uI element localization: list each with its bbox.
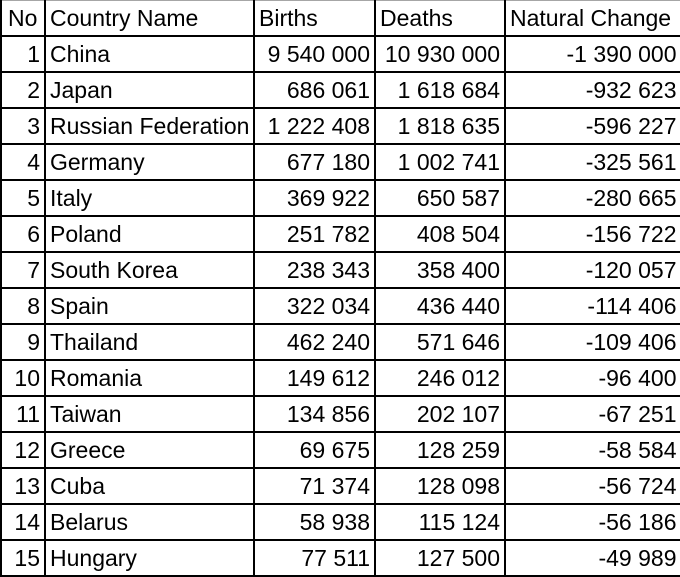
cell-no: 11: [0, 395, 46, 433]
cell-natural_change: -109 406: [504, 323, 680, 361]
table-body: 1 China 9 540 000 10 930 000 -1 390 000 2 Japa…: [0, 35, 680, 577]
table-row: 9 Thailand 462 240 571 646 -109 406: [0, 323, 680, 361]
cell-no: 10: [0, 359, 46, 397]
cell-country: Cuba: [44, 467, 255, 505]
cell-country: China: [44, 35, 255, 73]
cell-deaths: 128 259: [374, 431, 506, 469]
cell-no: 15: [0, 539, 46, 577]
table-row: 8 Spain 322 034 436 440 -114 406: [0, 287, 680, 325]
column-header-births: Births: [253, 0, 376, 37]
column-header-deaths: Deaths: [374, 0, 506, 37]
table-row: 14 Belarus 58 938 115 124 -56 186: [0, 503, 680, 541]
cell-natural_change: -58 584: [504, 431, 680, 469]
table-row: 6 Poland 251 782 408 504 -156 722: [0, 215, 680, 253]
cell-country: Germany: [44, 143, 255, 181]
cell-deaths: 115 124: [374, 503, 506, 541]
cell-births: 71 374: [253, 467, 376, 505]
header-row: No Country Name Births Deaths Natural Ch…: [0, 0, 680, 37]
table-row: 1 China 9 540 000 10 930 000 -1 390 000: [0, 35, 680, 73]
table-row: 7 South Korea 238 343 358 400 -120 057: [0, 251, 680, 289]
cell-country: Hungary: [44, 539, 255, 577]
cell-births: 686 061: [253, 71, 376, 109]
cell-country: Thailand: [44, 323, 255, 361]
cell-no: 1: [0, 35, 46, 73]
cell-natural_change: -280 665: [504, 179, 680, 217]
cell-deaths: 128 098: [374, 467, 506, 505]
cell-natural_change: -120 057: [504, 251, 680, 289]
cell-deaths: 1 818 635: [374, 107, 506, 145]
column-header-natural-change: Natural Change: [504, 0, 680, 37]
cell-country: Poland: [44, 215, 255, 253]
cell-no: 14: [0, 503, 46, 541]
cell-natural_change: -96 400: [504, 359, 680, 397]
cell-no: 2: [0, 71, 46, 109]
cell-natural_change: -114 406: [504, 287, 680, 325]
cell-country: Taiwan: [44, 395, 255, 433]
cell-natural_change: -932 623: [504, 71, 680, 109]
cell-deaths: 650 587: [374, 179, 506, 217]
cell-deaths: 202 107: [374, 395, 506, 433]
table-row: 10 Romania 149 612 246 012 -96 400: [0, 359, 680, 397]
cell-no: 5: [0, 179, 46, 217]
cell-births: 9 540 000: [253, 35, 376, 73]
cell-no: 9: [0, 323, 46, 361]
table-row: 5 Italy 369 922 650 587 -280 665: [0, 179, 680, 217]
cell-natural_change: -67 251: [504, 395, 680, 433]
cell-births: 69 675: [253, 431, 376, 469]
cell-natural_change: -596 227: [504, 107, 680, 145]
cell-no: 3: [0, 107, 46, 145]
cell-no: 6: [0, 215, 46, 253]
cell-no: 12: [0, 431, 46, 469]
cell-deaths: 358 400: [374, 251, 506, 289]
table-header: No Country Name Births Deaths Natural Ch…: [0, 0, 680, 37]
cell-deaths: 246 012: [374, 359, 506, 397]
cell-births: 462 240: [253, 323, 376, 361]
cell-country: Greece: [44, 431, 255, 469]
cell-natural_change: -1 390 000: [504, 35, 680, 73]
cell-natural_change: -56 724: [504, 467, 680, 505]
cell-births: 134 856: [253, 395, 376, 433]
cell-no: 13: [0, 467, 46, 505]
cell-no: 7: [0, 251, 46, 289]
table-row: 2 Japan 686 061 1 618 684 -932 623: [0, 71, 680, 109]
cell-country: Russian Federation: [44, 107, 255, 145]
cell-no: 8: [0, 287, 46, 325]
cell-deaths: 1 618 684: [374, 71, 506, 109]
cell-natural_change: -325 561: [504, 143, 680, 181]
cell-natural_change: -56 186: [504, 503, 680, 541]
cell-births: 369 922: [253, 179, 376, 217]
cell-deaths: 10 930 000: [374, 35, 506, 73]
cell-deaths: 1 002 741: [374, 143, 506, 181]
cell-deaths: 127 500: [374, 539, 506, 577]
table-row: 3 Russian Federation 1 222 408 1 818 635 -59…: [0, 107, 680, 145]
cell-no: 4: [0, 143, 46, 181]
cell-country: Romania: [44, 359, 255, 397]
cell-country: Italy: [44, 179, 255, 217]
table-row: 13 Cuba 71 374 128 098 -56 724: [0, 467, 680, 505]
table-row: 12 Greece 69 675 128 259 -58 584: [0, 431, 680, 469]
cell-natural_change: -156 722: [504, 215, 680, 253]
cell-natural_change: -49 989: [504, 539, 680, 577]
cell-deaths: 571 646: [374, 323, 506, 361]
cell-births: 238 343: [253, 251, 376, 289]
cell-births: 149 612: [253, 359, 376, 397]
cell-births: 1 222 408: [253, 107, 376, 145]
cell-births: 58 938: [253, 503, 376, 541]
cell-country: Spain: [44, 287, 255, 325]
cell-country: Belarus: [44, 503, 255, 541]
cell-births: 77 511: [253, 539, 376, 577]
table-row: 15 Hungary 77 511 127 500 -49 989: [0, 539, 680, 577]
column-header-no: No: [0, 0, 46, 37]
cell-deaths: 436 440: [374, 287, 506, 325]
column-header-country-name: Country Name: [44, 0, 255, 37]
cell-births: 322 034: [253, 287, 376, 325]
cell-country: Japan: [44, 71, 255, 109]
cell-country: South Korea: [44, 251, 255, 289]
table-row: 4 Germany 677 180 1 002 741 -325 561: [0, 143, 680, 181]
cell-births: 251 782: [253, 215, 376, 253]
table-row: 11 Taiwan 134 856 202 107 -67 251: [0, 395, 680, 433]
cell-births: 677 180: [253, 143, 376, 181]
cell-deaths: 408 504: [374, 215, 506, 253]
